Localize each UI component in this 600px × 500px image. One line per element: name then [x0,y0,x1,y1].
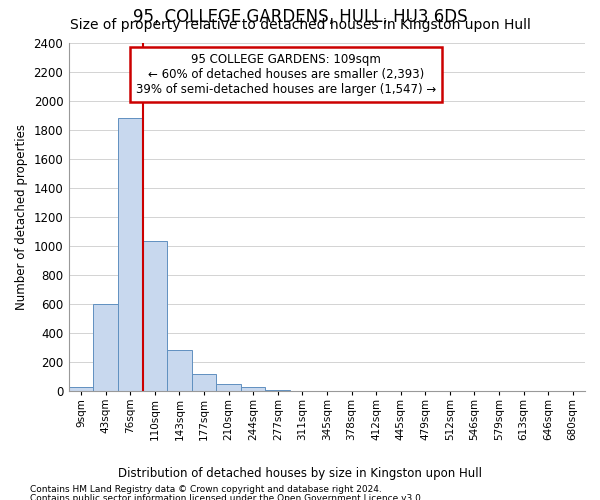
Bar [69,388,94,391]
Text: Distribution of detached houses by size in Kingston upon Hull: Distribution of detached houses by size … [118,468,482,480]
Text: Contains public sector information licensed under the Open Government Licence v3: Contains public sector information licen… [30,494,424,500]
Bar [217,384,241,391]
Bar [192,374,217,391]
Bar [143,242,167,391]
Y-axis label: Number of detached properties: Number of detached properties [15,124,28,310]
Bar [265,390,290,391]
Bar [167,350,192,391]
Bar [118,118,143,391]
Bar [241,386,265,391]
Text: 95 COLLEGE GARDENS: 109sqm
← 60% of detached houses are smaller (2,393)
39% of s: 95 COLLEGE GARDENS: 109sqm ← 60% of deta… [136,53,436,96]
Text: Size of property relative to detached houses in Kingston upon Hull: Size of property relative to detached ho… [70,18,530,32]
Bar [94,304,118,391]
Text: 95, COLLEGE GARDENS, HULL, HU3 6DS: 95, COLLEGE GARDENS, HULL, HU3 6DS [133,8,467,26]
Text: Contains HM Land Registry data © Crown copyright and database right 2024.: Contains HM Land Registry data © Crown c… [30,485,382,494]
